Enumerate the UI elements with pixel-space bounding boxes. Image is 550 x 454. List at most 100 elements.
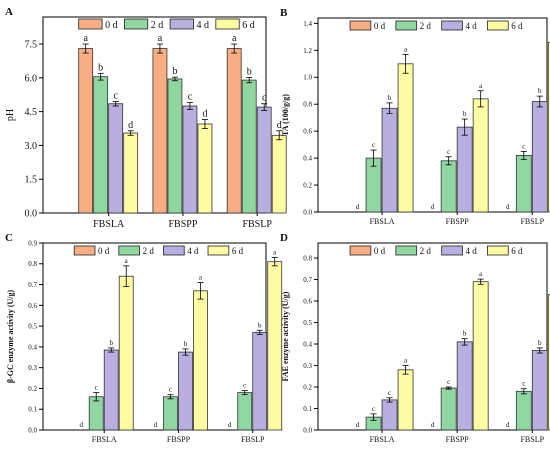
legend-swatch bbox=[349, 245, 372, 256]
chart-panel-b: B 0.0 0.2 0.4 0.6 0.8 1.0 1.2 1.4 TA (100/g/g) 0 d… bbox=[280, 7, 550, 226]
y-tick-label: 7.5 bbox=[25, 40, 38, 51]
legend-entry: 4 d bbox=[197, 20, 210, 31]
significance-letter: c bbox=[522, 380, 525, 388]
y-tick-label: 0.6 bbox=[28, 302, 37, 310]
significance-letter: c bbox=[262, 93, 267, 104]
bar bbox=[197, 123, 213, 214]
legend-entry: 0 d bbox=[374, 21, 386, 31]
significance-letter: a bbox=[404, 45, 408, 53]
legend-entry: 4 d bbox=[465, 246, 477, 256]
bar bbox=[456, 341, 473, 431]
significance-letter: b bbox=[247, 66, 252, 77]
x-tick-label: FBSLA bbox=[92, 435, 117, 444]
y-tick-label: 1.0 bbox=[303, 74, 312, 82]
significance-letter: b bbox=[538, 339, 542, 347]
y-tick-label: 0.6 bbox=[303, 297, 312, 305]
significance-letter: a bbox=[404, 357, 408, 365]
significance-letter: d bbox=[356, 203, 360, 211]
legend-swatch bbox=[118, 245, 141, 256]
significance-letter: b bbox=[538, 87, 542, 95]
significance-letter: b bbox=[98, 62, 103, 73]
bar bbox=[226, 48, 242, 214]
bar bbox=[440, 387, 457, 431]
significance-letter: d bbox=[431, 421, 435, 429]
legend-entry: 6 d bbox=[232, 246, 244, 256]
y-tick-label: 0.7 bbox=[28, 281, 37, 289]
y-axis-label: pH bbox=[5, 109, 16, 121]
legend-swatch bbox=[215, 18, 240, 30]
legend-swatch bbox=[163, 245, 185, 256]
x-tick-label: FBSLP bbox=[520, 435, 544, 444]
x-tick-label: FBSPP bbox=[446, 217, 470, 226]
y-tick-label: 0.5 bbox=[28, 323, 37, 331]
y-tick-label: 0.2 bbox=[303, 182, 312, 190]
legend-entry: 2 d bbox=[420, 21, 432, 31]
panel-letter: B bbox=[280, 7, 288, 19]
bar bbox=[118, 275, 134, 431]
y-tick-label: 1.5 bbox=[25, 175, 38, 186]
legend-entry: 2 d bbox=[143, 246, 155, 256]
legend-entry: 2 d bbox=[420, 246, 432, 256]
significance-letter: a bbox=[125, 257, 129, 265]
bar bbox=[88, 396, 104, 431]
significance-letter: c bbox=[388, 389, 391, 397]
y-axis-label: β-GC enzyme activity (U/g) bbox=[6, 290, 15, 384]
x-tick-label: FBSLP bbox=[520, 217, 544, 226]
y-tick-label: 0.1 bbox=[303, 405, 312, 413]
significance-letter: b bbox=[109, 339, 113, 347]
bar bbox=[547, 41, 550, 213]
legend-entry: 6 d bbox=[511, 21, 523, 31]
significance-letter: d bbox=[228, 421, 232, 429]
panel-letter: A bbox=[5, 6, 13, 18]
significance-letter: a bbox=[83, 33, 88, 44]
y-tick-label: 0.2 bbox=[28, 385, 37, 393]
significance-letter: d bbox=[506, 421, 510, 429]
bar bbox=[163, 396, 178, 431]
chart-panel-a: A 0.0 1.5 3.0 4.5 6.0 7.5 pH 0 d 2 d 4 d 6 d FBSLA a b… bbox=[5, 6, 287, 230]
significance-letter: c bbox=[522, 142, 525, 150]
significance-letter: b bbox=[184, 340, 188, 348]
plot-frame bbox=[42, 242, 267, 431]
significance-letter: d bbox=[128, 120, 133, 131]
bar bbox=[531, 101, 548, 213]
significance-letter: a bbox=[158, 33, 163, 44]
bar bbox=[93, 76, 109, 214]
significance-letter: b bbox=[258, 321, 262, 329]
legend-entry: 0 d bbox=[374, 246, 386, 256]
significance-letter: a bbox=[273, 249, 277, 257]
legend-swatch bbox=[441, 245, 463, 256]
bar bbox=[381, 399, 398, 431]
bar bbox=[472, 281, 489, 431]
significance-letter: d bbox=[202, 109, 207, 120]
significance-letter: c bbox=[113, 90, 118, 101]
panel-letter: C bbox=[5, 232, 13, 244]
bar bbox=[252, 331, 268, 431]
significance-letter: c bbox=[372, 141, 375, 149]
y-tick-label: 3.0 bbox=[25, 141, 38, 152]
bar bbox=[440, 160, 457, 213]
bar bbox=[182, 105, 198, 214]
significance-letter: a bbox=[479, 82, 483, 90]
bar bbox=[456, 126, 473, 213]
significance-letter: b bbox=[463, 110, 467, 118]
bar bbox=[241, 79, 257, 214]
x-tick-label: FBSPP bbox=[446, 435, 470, 444]
significance-letter: a bbox=[479, 270, 483, 278]
panel-letter: D bbox=[280, 232, 288, 244]
y-tick-label: 0.3 bbox=[28, 364, 37, 372]
y-tick-label: 1.4 bbox=[303, 20, 312, 28]
legend-entry: 4 d bbox=[465, 21, 477, 31]
y-tick-label: 0.2 bbox=[303, 383, 312, 391]
bar bbox=[193, 290, 208, 431]
bar bbox=[267, 261, 283, 431]
y-tick-label: 6.0 bbox=[25, 73, 38, 84]
plot-frame bbox=[317, 242, 548, 431]
legend-swatch bbox=[169, 18, 194, 30]
significance-letter: c bbox=[188, 92, 193, 103]
significance-letter: c bbox=[169, 386, 172, 394]
y-tick-label: 0.3 bbox=[303, 362, 312, 370]
significance-letter: c bbox=[243, 382, 246, 390]
bar bbox=[123, 132, 139, 214]
y-tick-label: 0.0 bbox=[28, 426, 37, 434]
legend-swatch bbox=[349, 20, 372, 31]
